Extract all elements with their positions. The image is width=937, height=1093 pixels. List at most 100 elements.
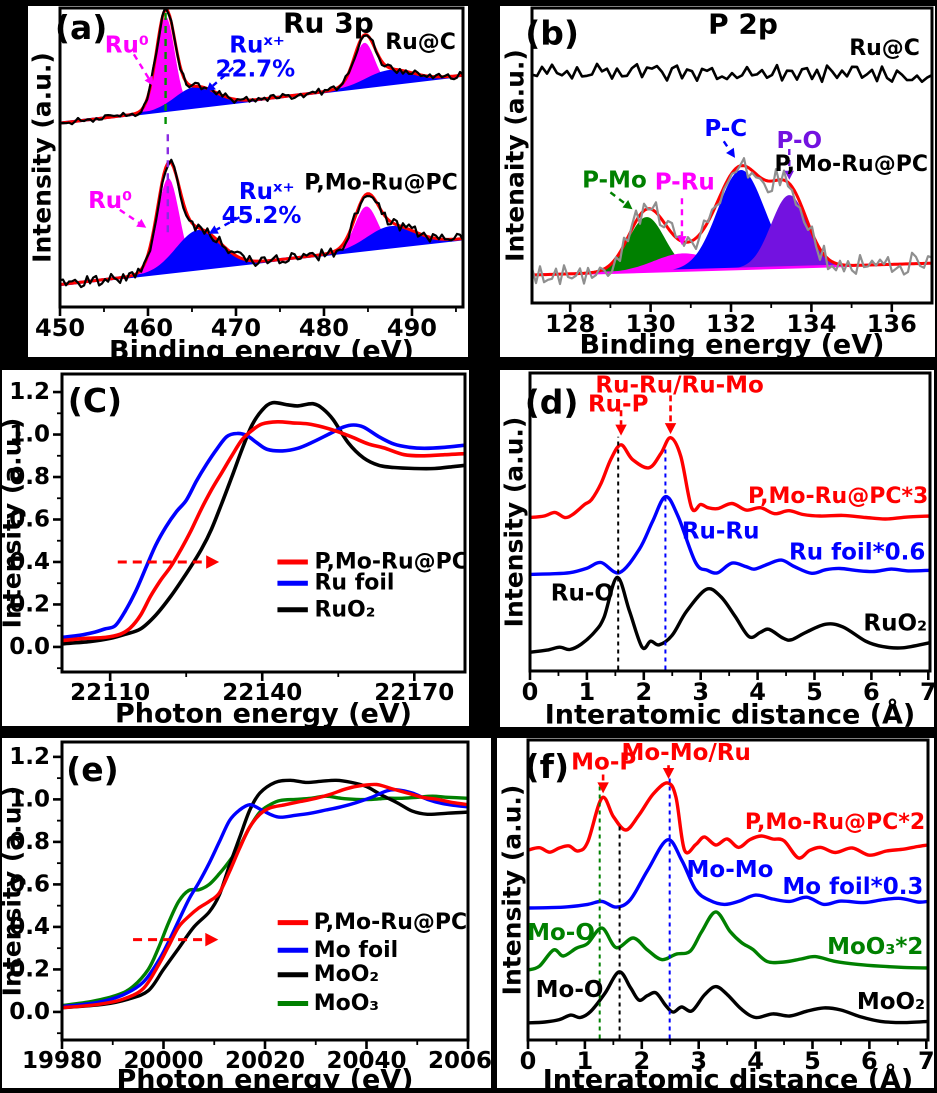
plot-area <box>527 776 929 1039</box>
panel-letter: (a) <box>55 8 107 47</box>
legend-label: P,Mo-Ru@PC <box>314 910 467 935</box>
trace-label: Ru@C <box>849 36 920 61</box>
x-tick-label: 460 <box>123 314 173 342</box>
annotation: Mo-O <box>536 977 604 1003</box>
y-tick-label: 0.4 <box>9 914 50 940</box>
series-P,Mo-Ru@PC <box>61 782 469 1010</box>
y-axis-title: Intensity (a.u.) <box>28 52 57 263</box>
series-Ru foil*0.6 <box>529 495 931 577</box>
y-tick-label: 0.2 <box>9 591 50 617</box>
panel-letter: (d) <box>525 382 579 421</box>
x-tick-label: 20040 <box>326 1048 406 1074</box>
panel-a-xps-ru3p: 450 460 470 480 490 Binding energy (eV) Intens… <box>28 6 468 367</box>
arrow-head <box>208 225 219 234</box>
x-tick-label: 7 <box>918 1047 935 1075</box>
legend-label: MoO₃ <box>314 991 379 1016</box>
arrow-head <box>622 200 633 210</box>
x-tick-label: 20060 <box>428 1048 508 1074</box>
x-tick-label: 20020 <box>225 1048 305 1074</box>
annotation: Mo-O <box>527 920 595 946</box>
x-axis-title: Binding energy (eV) <box>580 330 885 361</box>
y-tick-label: 0.0 <box>9 634 50 660</box>
arrow-head <box>677 236 687 246</box>
arrow-head <box>206 82 216 92</box>
panel-e-plot: 19980 20000 20020 20040 20060 0.0 0.2 0.4 0.6 0.8… <box>0 740 508 1093</box>
legend-label: Mo foil <box>314 938 398 963</box>
annotation: Ru foil*0.6 <box>789 539 925 565</box>
y-axis-title: Intensity (a.u.) <box>0 418 27 629</box>
series-P,Mo-Ru@PC*3 <box>529 436 931 521</box>
series-MoO2 <box>527 970 929 1025</box>
plot-area <box>531 62 933 286</box>
y-tick-label: 0.6 <box>9 506 50 532</box>
x-tick-label: 22110 <box>70 680 150 706</box>
y-tick-label: 1.2 <box>9 379 50 405</box>
legend-label: Ru foil <box>314 571 394 596</box>
annotation: Ru-Ru/Ru-Mo <box>595 373 763 399</box>
annotation: P-O <box>777 128 823 154</box>
y-tick-label: 0.0 <box>9 999 50 1025</box>
x-tick-label: 470 <box>211 314 261 342</box>
y-tick-label: 1.0 <box>9 786 50 812</box>
x-axis-title: Photon energy (eV) <box>115 699 412 730</box>
legend-label: RuO₂ <box>314 597 375 622</box>
arrow-head <box>664 423 677 435</box>
x-tick-label: 0 <box>520 1047 537 1075</box>
arrow-head <box>615 424 627 436</box>
annotation-arrow <box>609 191 627 205</box>
x-tick-label: 0 <box>522 678 539 706</box>
x-tick-label: 134 <box>786 310 836 338</box>
legend-label: P,Mo-Ru@PC <box>314 549 467 574</box>
panel-d-exafs-ru: 0 1 2 3 4 5 6 7 Interatomic distance (Å) Intensit… <box>500 370 937 731</box>
x-axis-title: Interatomic distance (Å) <box>545 699 916 731</box>
arrow-head <box>726 147 736 158</box>
peak-fill <box>532 170 932 275</box>
annotation: Mo-Mo <box>687 857 774 883</box>
annotation: Mo foil*0.3 <box>782 874 923 900</box>
x-tick-label: 20000 <box>123 1048 203 1074</box>
panel-letter: (C) <box>68 381 122 420</box>
y-tick-label: 0.4 <box>9 549 50 575</box>
annotation: P,Mo-Ru@PC*2 <box>745 810 925 835</box>
series-MoO2 <box>61 778 469 1010</box>
x-tick-label: 490 <box>387 314 437 342</box>
annotation: Mo-Mo/Ru <box>621 740 750 766</box>
peak-fill <box>60 16 463 124</box>
x-axis-title: Binding energy (eV) <box>109 336 414 367</box>
arrow-head <box>136 218 147 228</box>
x-tick-label: 2 <box>633 1047 650 1075</box>
annotation: 45.2% <box>222 203 302 229</box>
series-Mo foil*0.3 <box>527 838 929 910</box>
annotation-arrow <box>216 216 241 231</box>
x-tick-label: 4 <box>749 678 766 706</box>
x-tick-label: 6 <box>863 678 880 706</box>
annotation: P-Mo <box>582 167 647 193</box>
series-Ru foil <box>61 423 466 640</box>
peak-fill <box>60 69 463 124</box>
panel-f-exafs-mo: 0 1 2 3 4 5 6 7 Interatomic distance (Å) Intensit… <box>497 738 935 1093</box>
raw-trace-Ru@C <box>531 62 933 84</box>
x-tick-label: 136 <box>867 310 917 338</box>
series-P,Mo-Ru@PC <box>61 419 466 643</box>
peak-fill <box>60 42 463 124</box>
series-MoO3*2 <box>527 910 929 972</box>
plot-title: Ru 3p <box>283 6 374 39</box>
plot-area <box>61 778 469 1010</box>
annotation: RuO₂ <box>863 610 927 636</box>
peak-fill <box>60 178 463 285</box>
panel-b-xps-p2p: 128 130 132 134 136 Binding energy (eV) Intena… <box>500 6 935 361</box>
x-tick-label: 480 <box>299 314 349 342</box>
annotation: Ru-O <box>551 581 614 607</box>
x-tick-label: 1 <box>577 1047 594 1075</box>
annotation-arrow <box>212 66 235 87</box>
x-tick-label: 450 <box>35 314 85 342</box>
plot-border <box>58 6 465 309</box>
annotation: Ru-P <box>588 391 649 417</box>
y-tick-label: 1.0 <box>9 422 50 448</box>
panel-letter: (b) <box>525 14 579 53</box>
annotation: Mo-P <box>571 750 636 776</box>
series-P,Mo-Ru@PC*2 <box>527 781 929 860</box>
plot-area <box>61 400 466 646</box>
